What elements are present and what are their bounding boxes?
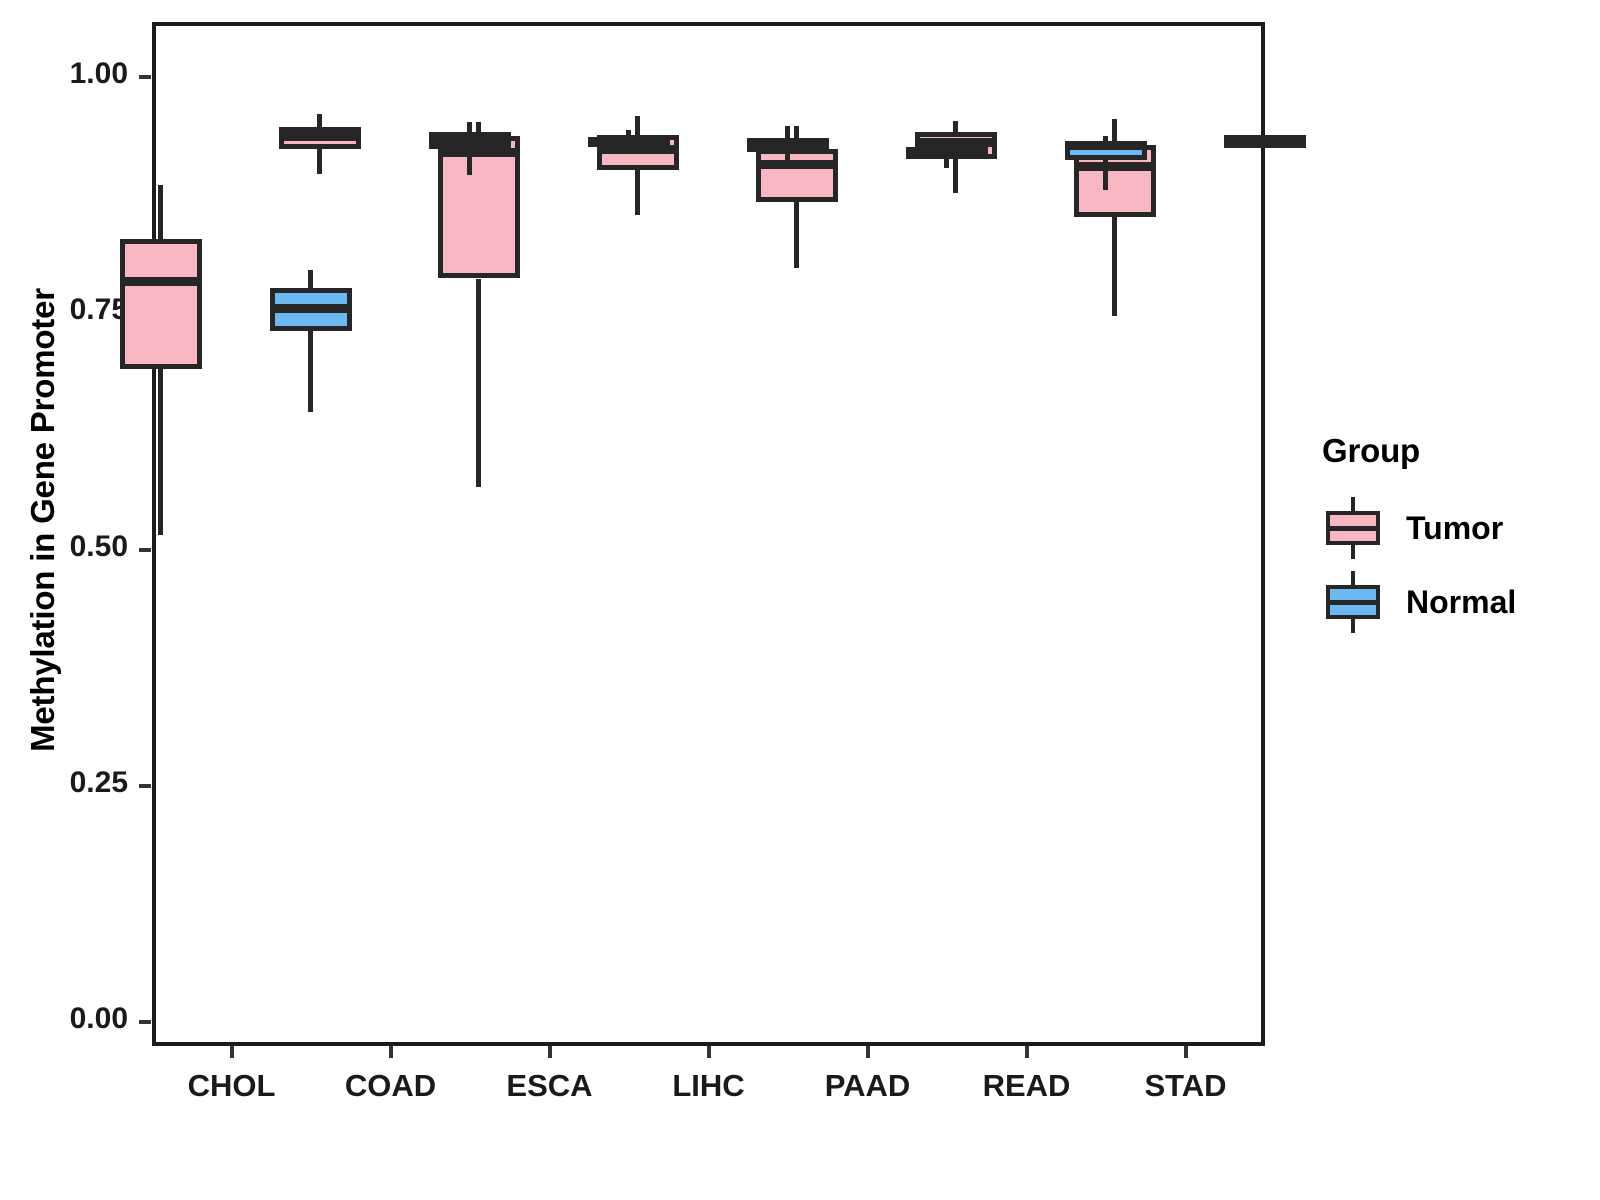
y-tick-label: 0.00	[69, 1002, 128, 1035]
y-tick-mark	[139, 547, 151, 552]
median-line	[914, 137, 997, 147]
box-stad-normal	[156, 26, 1306, 1042]
whisker-upper	[944, 139, 949, 148]
x-tick-mark	[1024, 1046, 1029, 1058]
median-line	[1064, 140, 1147, 150]
whisker-upper	[626, 130, 631, 137]
median-line	[746, 140, 829, 150]
median-line	[119, 276, 202, 286]
plot-panel	[119, 22, 1306, 1046]
box-paad-tumor	[156, 26, 1261, 1042]
whisker-lower	[794, 201, 799, 269]
box-rect	[437, 135, 520, 279]
y-tick-mark	[139, 783, 151, 788]
x-tick-mark	[547, 1046, 552, 1058]
whisker-lower	[785, 151, 790, 165]
median-line	[905, 148, 988, 158]
median-line	[755, 159, 838, 169]
median-line	[1223, 135, 1306, 145]
legend-median-line	[1326, 526, 1380, 531]
box-chol-tumor	[119, 26, 1261, 1042]
legend: Group Tumor Normal	[1322, 432, 1592, 644]
box-coad-tumor	[156, 26, 1261, 1042]
legend-whisker-lower	[1351, 543, 1355, 559]
whisker-upper	[317, 114, 322, 128]
y-tick-label: 0.50	[69, 529, 128, 563]
box-rect	[755, 149, 838, 202]
whisker-lower	[1103, 160, 1108, 190]
median-line	[437, 148, 520, 158]
x-tick-label-coad: COAD	[344, 1068, 437, 1103]
whisker-lower	[467, 149, 472, 175]
x-tick-label-stad: STAD	[1144, 1068, 1227, 1103]
whisker-upper	[476, 121, 481, 136]
median-line	[1073, 161, 1156, 171]
whisker-lower	[158, 369, 163, 535]
box-chol-normal	[156, 26, 1261, 1042]
whisker-upper	[1112, 118, 1117, 146]
whisker-upper	[1103, 135, 1108, 142]
whisker-upper	[953, 120, 958, 133]
legend-whisker-upper	[1351, 497, 1355, 513]
x-tick-label-paad: PAAD	[824, 1068, 911, 1103]
whisker-lower	[626, 147, 631, 154]
plot-area	[119, 26, 1306, 1042]
legend-label: Tumor	[1406, 509, 1504, 546]
x-tick-mark	[388, 1046, 393, 1058]
box-read-normal	[156, 26, 1261, 1042]
whisker-lower	[953, 159, 958, 194]
legend-entries: Tumor Normal	[1322, 496, 1592, 634]
x-tick-mark	[706, 1046, 711, 1058]
legend-item-tumor[interactable]: Tumor	[1322, 496, 1592, 560]
whisker-upper	[158, 184, 163, 239]
x-tick-label-read: READ	[982, 1068, 1071, 1103]
legend-label: Normal	[1406, 583, 1517, 620]
y-tick-label: 0.75	[69, 293, 128, 327]
x-tick-label-esca: ESCA	[506, 1068, 593, 1103]
median-line	[596, 144, 679, 154]
x-tick-label-lihc: LIHC	[672, 1068, 745, 1103]
legend-item-normal[interactable]: Normal	[1322, 570, 1592, 634]
legend-median-line	[1326, 600, 1380, 605]
median-line	[269, 304, 352, 314]
whisker-lower	[944, 159, 949, 168]
x-tick-label-chol: CHOL	[187, 1068, 276, 1103]
x-tick-mark	[865, 1046, 870, 1058]
whisker-lower	[635, 169, 640, 216]
whisker-lower	[317, 149, 322, 174]
whisker-lower	[308, 331, 313, 412]
box-rect	[119, 238, 202, 370]
whisker-upper	[308, 270, 313, 288]
whisker-lower	[476, 278, 481, 488]
y-tick-mark	[139, 1020, 151, 1024]
median-line	[278, 132, 361, 142]
whisker-lower	[1112, 217, 1117, 317]
box-paad-normal	[156, 26, 1261, 1042]
box-coad-normal	[156, 26, 1261, 1042]
y-tick-label: 1.00	[69, 57, 128, 90]
x-tick-mark	[1183, 1046, 1188, 1058]
x-tick-mark	[229, 1046, 234, 1058]
whisker-upper	[785, 126, 790, 138]
legend-whisker-lower	[1351, 617, 1355, 633]
legend-title: Group	[1322, 432, 1420, 469]
y-tick-label: 0.25	[69, 765, 128, 799]
y-tick-mark	[139, 75, 151, 79]
median-line	[587, 136, 670, 146]
box-esca-normal	[156, 26, 1261, 1042]
whisker-upper	[467, 121, 472, 133]
box-lihc-normal	[156, 26, 1261, 1042]
legend-key-icon	[1322, 571, 1384, 633]
whisker-upper	[635, 115, 640, 135]
y-axis-title: Methylation in Gene Promoter	[24, 288, 61, 752]
box-esca-tumor	[156, 26, 1261, 1042]
legend-key-icon	[1322, 497, 1384, 559]
legend-whisker-upper	[1351, 571, 1355, 587]
median-line	[428, 136, 511, 146]
